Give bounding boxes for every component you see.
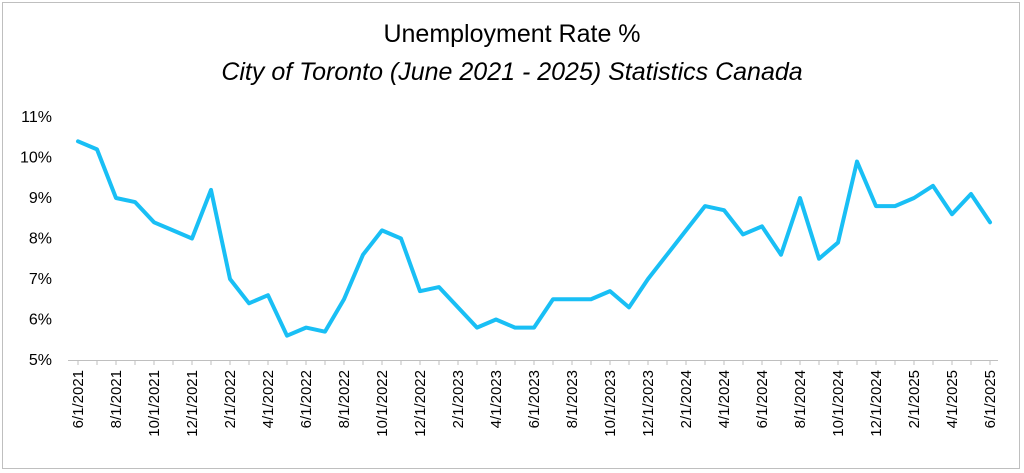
data-point — [836, 241, 840, 245]
data-point — [190, 237, 194, 240]
data-point — [133, 200, 137, 204]
data-point — [988, 220, 992, 224]
x-tick-label: 10/1/2024 — [830, 370, 847, 437]
data-point — [342, 297, 346, 301]
x-tick-label: 2/1/2025 — [906, 370, 923, 428]
data-point — [437, 285, 441, 289]
data-point — [418, 289, 422, 293]
data-point — [76, 139, 80, 143]
x-tick-label: 10/1/2023 — [602, 370, 619, 437]
data-point — [399, 237, 403, 240]
data-point — [570, 297, 574, 301]
y-tick-label: 8% — [29, 231, 52, 248]
x-tick-label: 4/1/2025 — [944, 370, 961, 428]
data-point — [532, 326, 536, 330]
x-tick-label: 8/1/2022 — [336, 370, 353, 428]
data-point — [779, 253, 783, 257]
data-point — [304, 326, 308, 330]
x-tick-label: 12/1/2023 — [640, 370, 657, 437]
x-tick-label: 6/1/2021 — [70, 370, 87, 428]
data-point — [114, 196, 118, 200]
data-point — [380, 228, 384, 232]
data-point — [608, 289, 612, 293]
data-point — [171, 228, 175, 232]
data-point — [722, 208, 726, 212]
data-point — [912, 196, 916, 200]
data-point — [969, 192, 973, 196]
x-tick-label: 2/1/2023 — [450, 370, 467, 428]
data-point — [361, 253, 365, 257]
x-tick-label: 4/1/2022 — [260, 370, 277, 428]
data-point — [456, 305, 460, 309]
data-point — [228, 277, 232, 281]
x-tick-label: 8/1/2021 — [108, 370, 125, 428]
y-tick-label: 5% — [29, 352, 52, 369]
data-point — [703, 204, 707, 208]
x-tick-label: 2/1/2024 — [678, 370, 695, 428]
data-point — [475, 326, 479, 330]
x-tick-label: 4/1/2024 — [716, 370, 733, 428]
x-tick-label: 2/1/2022 — [222, 370, 239, 428]
data-point — [855, 160, 859, 164]
data-point — [627, 305, 631, 309]
data-point — [266, 293, 270, 297]
data-point — [950, 212, 954, 216]
y-tick-label: 7% — [29, 271, 52, 288]
y-tick-label: 11% — [21, 109, 52, 126]
data-point — [684, 228, 688, 232]
data-point — [931, 184, 935, 188]
data-point — [646, 277, 650, 281]
x-tick-label: 6/1/2022 — [298, 370, 315, 428]
x-tick-label: 8/1/2023 — [564, 370, 581, 428]
y-tick-label: 6% — [29, 312, 52, 329]
data-point — [760, 224, 764, 228]
x-tick-label: 10/1/2022 — [374, 370, 391, 437]
data-point — [874, 204, 878, 208]
data-point — [798, 196, 802, 200]
data-point — [589, 297, 593, 301]
data-point — [893, 204, 897, 208]
data-point — [817, 257, 821, 261]
x-tick-label: 6/1/2025 — [982, 370, 999, 428]
data-point — [494, 318, 498, 321]
x-tick-label: 6/1/2024 — [754, 370, 771, 428]
x-tick-label: 4/1/2023 — [488, 370, 505, 428]
x-tick-label: 12/1/2022 — [412, 370, 429, 437]
data-point — [665, 253, 669, 257]
chart-subtitle: City of Toronto (June 2021 - 2025) Stati… — [221, 58, 803, 86]
data-point — [209, 188, 213, 192]
chart-title: Unemployment Rate % — [383, 20, 641, 48]
x-tick-label: 6/1/2023 — [526, 370, 543, 428]
data-point — [247, 301, 251, 305]
data-point — [513, 326, 517, 330]
x-tick-label: 8/1/2024 — [792, 370, 809, 428]
data-point — [323, 330, 327, 334]
x-tick-label: 12/1/2021 — [184, 370, 201, 437]
data-point — [551, 297, 555, 301]
series-line — [76, 139, 992, 338]
data-point — [95, 147, 99, 151]
data-point — [741, 232, 745, 236]
data-point — [285, 334, 289, 338]
data-point — [152, 220, 156, 224]
x-tick-label: 12/1/2024 — [868, 370, 885, 437]
x-tick-label: 10/1/2021 — [146, 370, 163, 437]
y-tick-label: 10% — [20, 150, 52, 167]
y-tick-label: 9% — [29, 190, 52, 207]
